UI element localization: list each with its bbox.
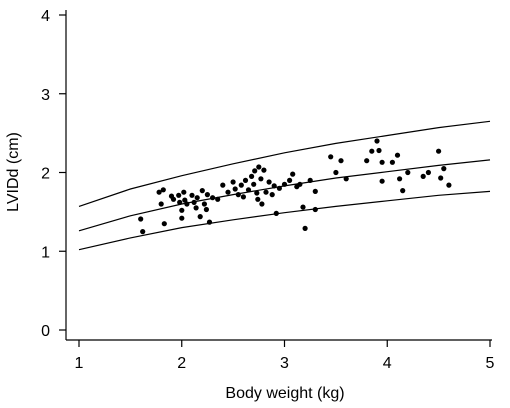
data-point-22 — [203, 206, 209, 213]
data-point-31 — [235, 192, 241, 198]
data-point-15 — [189, 192, 195, 198]
data-point-77 — [425, 169, 431, 176]
data-point-32 — [238, 182, 244, 188]
y-axis-title: LVIDd (cm) — [5, 132, 22, 212]
data-point-81 — [446, 182, 452, 188]
data-point-65 — [364, 158, 370, 164]
y-tick-label-4: 4 — [41, 8, 50, 25]
data-point-37 — [251, 181, 257, 187]
data-point-69 — [379, 159, 385, 165]
data-point-80 — [441, 166, 447, 172]
x-axis-title: Body weight (kg) — [225, 385, 344, 402]
data-point-58 — [307, 177, 313, 183]
x-tick-label-4: 5 — [486, 355, 495, 372]
data-point-52 — [287, 177, 293, 183]
data-point-8 — [176, 192, 182, 198]
data-point-39 — [254, 190, 260, 196]
data-point-53 — [290, 171, 296, 177]
data-point-1 — [140, 229, 146, 235]
x-tick-label-0: 1 — [75, 355, 84, 372]
y-tick-label-2: 2 — [41, 166, 50, 183]
data-point-34 — [242, 177, 249, 183]
y-tick-label-3: 3 — [41, 87, 50, 104]
data-point-70 — [379, 178, 385, 184]
data-point-59 — [312, 188, 318, 194]
data-point-45 — [263, 189, 269, 195]
data-point-30 — [232, 186, 238, 192]
data-point-0 — [138, 216, 144, 222]
data-point-61 — [328, 154, 334, 160]
data-point-21 — [201, 201, 207, 207]
data-point-33 — [240, 194, 246, 200]
data-point-76 — [420, 173, 426, 179]
data-point-62 — [333, 169, 339, 176]
data-point-46 — [266, 179, 272, 185]
data-point-73 — [397, 176, 403, 182]
data-point-41 — [256, 164, 262, 170]
data-point-3 — [158, 201, 164, 207]
data-point-67 — [374, 138, 380, 144]
data-point-42 — [258, 176, 264, 182]
data-point-74 — [400, 188, 406, 194]
data-point-75 — [405, 169, 411, 176]
data-point-38 — [252, 168, 258, 174]
data-point-50 — [276, 185, 282, 191]
data-point-25 — [210, 195, 216, 201]
data-point-48 — [271, 183, 277, 189]
data-point-18 — [194, 195, 200, 201]
data-point-4 — [160, 187, 166, 193]
data-point-7 — [170, 196, 177, 202]
data-point-14 — [184, 201, 190, 207]
data-point-44 — [261, 167, 267, 173]
data-point-26 — [215, 196, 221, 202]
data-point-60 — [312, 206, 318, 213]
data-point-43 — [259, 201, 265, 207]
data-point-19 — [197, 214, 203, 220]
data-point-49 — [273, 210, 279, 216]
reference-curve-2 — [78, 190, 491, 251]
y-tick-label-1: 1 — [41, 244, 50, 261]
y-axis-ticks: 0 1 2 3 4 — [41, 8, 66, 340]
data-point-47 — [269, 192, 275, 198]
data-point-16 — [191, 199, 197, 205]
data-point-12 — [181, 189, 187, 195]
data-points — [138, 138, 452, 235]
data-point-24 — [206, 219, 213, 225]
data-point-10 — [179, 207, 185, 213]
data-point-40 — [255, 196, 261, 202]
data-point-17 — [193, 205, 199, 211]
data-point-71 — [389, 159, 395, 165]
data-point-57 — [302, 225, 308, 231]
x-tick-label-2: 3 — [280, 355, 289, 372]
data-point-68 — [376, 147, 382, 154]
y-tick-label-0: 0 — [41, 323, 50, 340]
data-point-79 — [438, 175, 444, 181]
data-point-28 — [225, 189, 231, 195]
data-point-66 — [369, 148, 375, 154]
data-point-9 — [177, 199, 183, 205]
data-point-78 — [436, 148, 442, 154]
data-point-63 — [338, 158, 344, 164]
data-point-2 — [156, 189, 162, 195]
data-point-51 — [281, 181, 288, 187]
data-point-23 — [204, 192, 210, 198]
data-point-5 — [161, 221, 167, 227]
data-point-56 — [300, 204, 306, 210]
data-point-72 — [394, 152, 401, 158]
data-point-20 — [199, 188, 205, 194]
data-point-55 — [297, 181, 303, 187]
data-point-36 — [249, 173, 255, 179]
x-tick-label-1: 2 — [177, 355, 186, 372]
data-point-11 — [179, 215, 185, 221]
x-axis-ticks: 1 2 3 4 5 — [75, 340, 495, 372]
data-point-35 — [245, 187, 252, 193]
data-point-13 — [182, 197, 188, 203]
data-point-27 — [220, 182, 226, 188]
reference-curve-0 — [78, 120, 491, 207]
data-point-64 — [343, 176, 349, 182]
data-point-29 — [230, 179, 236, 185]
x-tick-label-3: 4 — [383, 355, 392, 372]
